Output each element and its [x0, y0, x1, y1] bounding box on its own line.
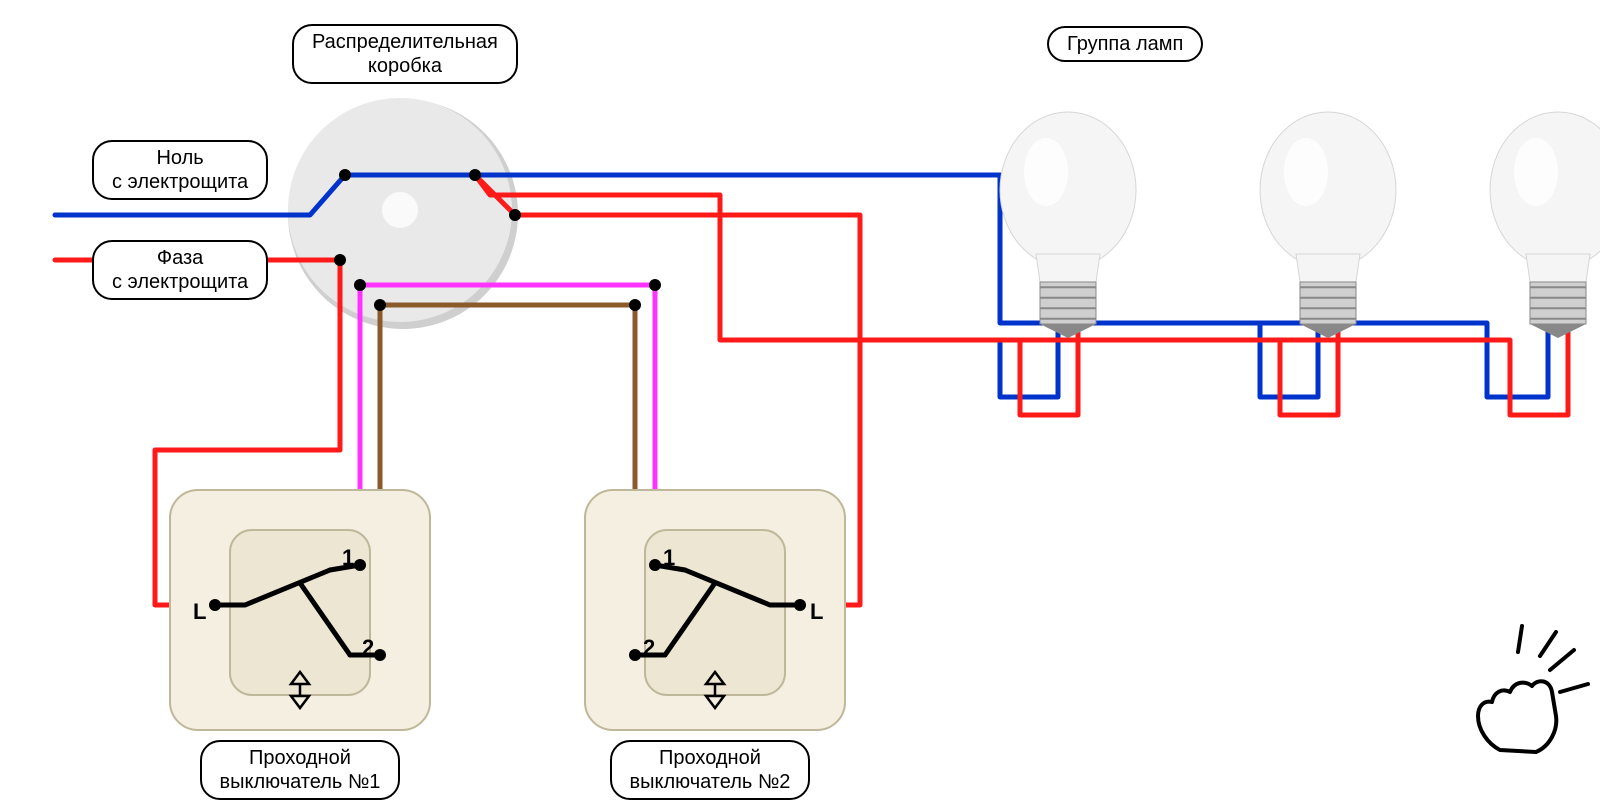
light-bulb-1: [1000, 112, 1136, 338]
switch1-terminal-L-label: L: [193, 599, 206, 625]
switch2-terminal-1-label: 1: [663, 545, 675, 571]
junction-node-dot: [374, 299, 386, 311]
junction-node-dot: [334, 254, 346, 266]
label-neutral-from-panel: Ноль с электрощита: [92, 140, 268, 200]
label-phase-from-panel: Фаза с электрощита: [92, 240, 268, 300]
two-way-switch-1: [170, 490, 430, 730]
label-lamp-group: Группа ламп: [1047, 26, 1203, 62]
switch1-terminal-1-label: 1: [342, 545, 354, 571]
switch2-terminal-L-label: L: [810, 599, 823, 625]
switch1-terminal-2-label: 2: [362, 635, 374, 661]
junction-box: [288, 98, 518, 329]
light-bulb-3: [1490, 112, 1600, 338]
light-bulb-2: [1260, 112, 1396, 338]
junction-node-dot: [649, 279, 661, 291]
switch2-terminal-2-label: 2: [643, 635, 655, 661]
junction-node-dot: [509, 209, 521, 221]
junction-node-dot: [629, 299, 641, 311]
junction-node-dot: [354, 279, 366, 291]
two-way-switch-2: [585, 490, 845, 730]
junction-node-dot: [339, 169, 351, 181]
junction-node-dot: [469, 169, 481, 181]
label-switch-2: Проходной выключатель №2: [610, 740, 811, 800]
snap-hand-icon: [1478, 626, 1588, 752]
label-junction-box: Распределительная коробка: [292, 24, 518, 84]
wiring-diagram-canvas: [0, 0, 1600, 800]
label-switch-1: Проходной выключатель №1: [200, 740, 401, 800]
